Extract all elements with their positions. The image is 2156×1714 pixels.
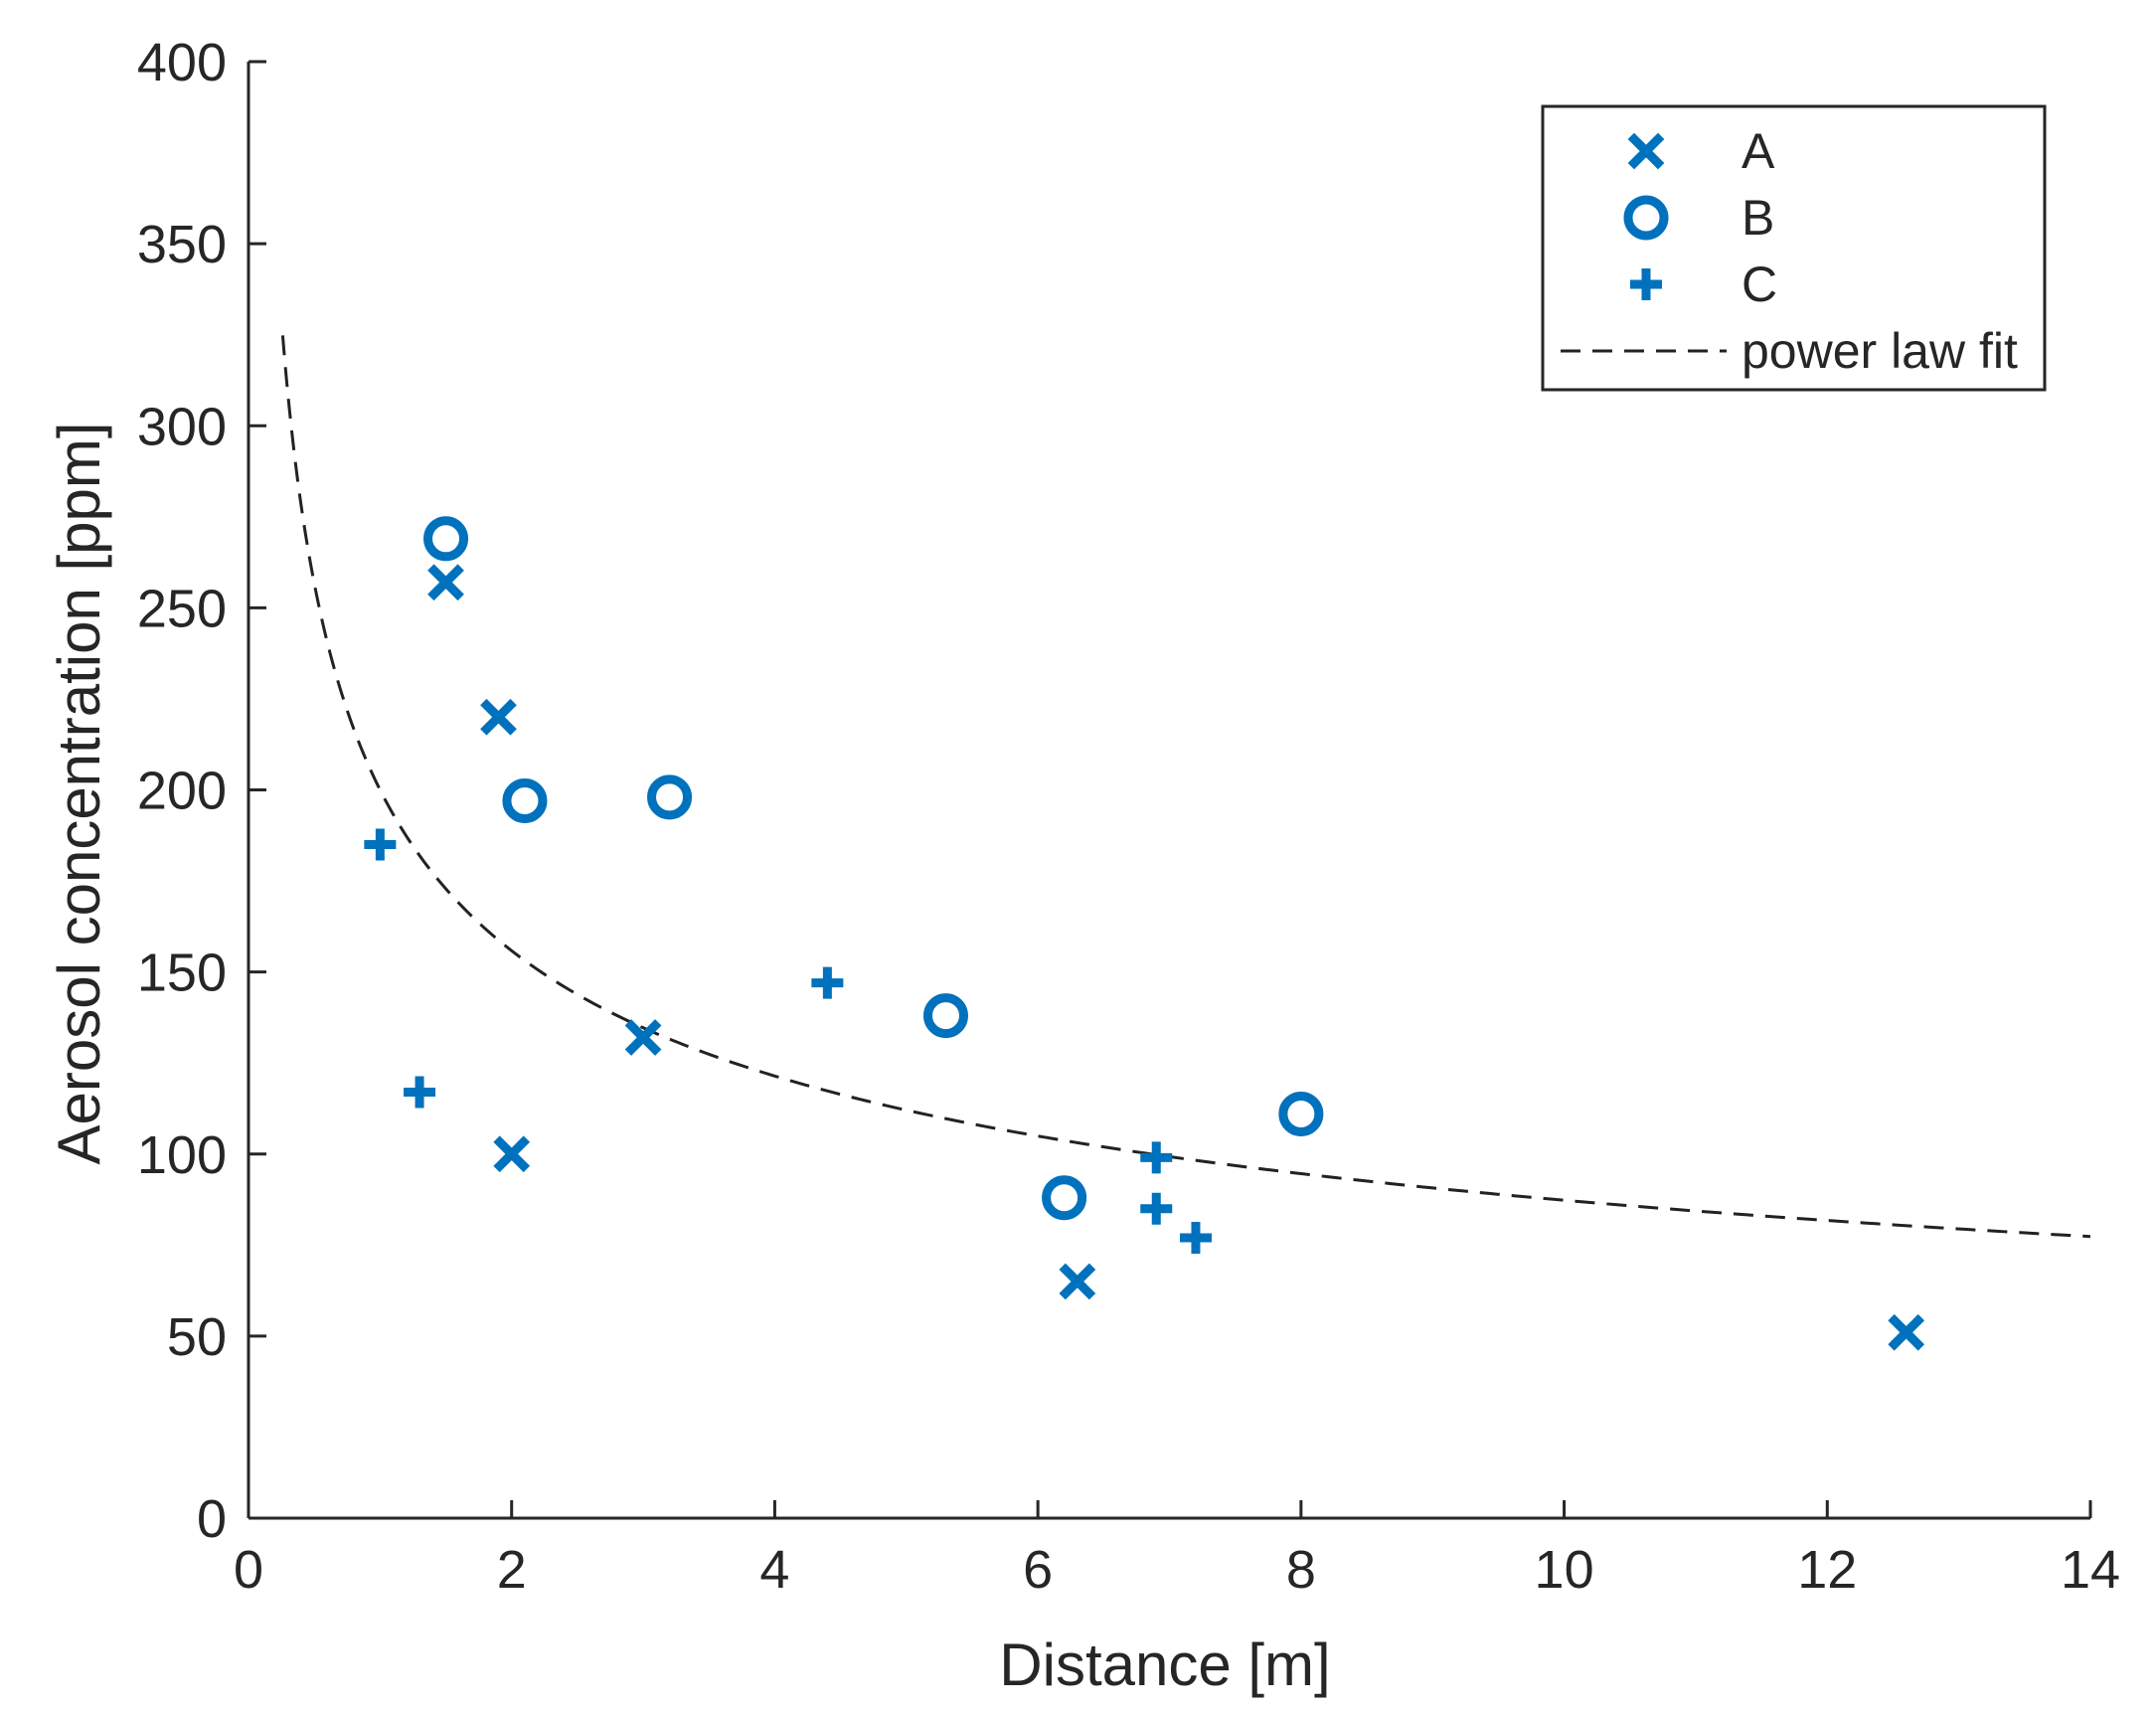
legend-label-c: C	[1741, 257, 1777, 312]
data-points	[364, 516, 1925, 1351]
x-tick-label: 0	[234, 1540, 263, 1600]
data-point-series-a	[480, 698, 517, 736]
data-point-series-b	[1042, 1175, 1087, 1221]
y-tick-label: 300	[137, 397, 227, 456]
data-point-series-c	[364, 828, 397, 861]
data-point-series-c	[1140, 1141, 1173, 1174]
data-point-series-a	[1059, 1263, 1096, 1300]
y-tick-label: 100	[137, 1125, 227, 1185]
data-point-series-b	[647, 774, 693, 820]
legend-swatch-b	[1623, 195, 1669, 241]
y-tick-label: 400	[137, 33, 227, 92]
y-tick-label: 250	[137, 579, 227, 638]
x-tick-label: 2	[497, 1540, 527, 1600]
data-point-series-a	[1888, 1313, 1925, 1351]
data-point-series-a	[624, 1019, 662, 1056]
power-law-fit-curve	[280, 335, 2091, 1239]
y-tick-label: 0	[197, 1489, 227, 1549]
data-point-series-a	[427, 564, 464, 601]
legend-box	[1541, 104, 2047, 392]
data-point-series-b	[423, 516, 469, 562]
legend-label-a: A	[1741, 123, 1775, 179]
x-tick-label: 4	[759, 1540, 789, 1600]
legend-swatch-c	[1630, 268, 1662, 300]
data-point-series-c	[1140, 1192, 1173, 1225]
y-tick-label: 50	[167, 1307, 227, 1367]
y-tick-label: 350	[137, 215, 227, 274]
legend-swatch-a	[1627, 132, 1665, 170]
data-point-series-a	[493, 1135, 531, 1173]
y-axis-label: Aerosol concentration [ppm]	[46, 422, 112, 1164]
legend-label-power-law-fit: power law fit	[1741, 323, 2018, 379]
data-point-series-b	[1278, 1091, 1324, 1136]
data-point-series-b	[922, 993, 968, 1039]
legend-label-b: B	[1741, 190, 1774, 246]
y-tick-label: 200	[137, 762, 227, 821]
x-axis-label: Distance [m]	[999, 1631, 1330, 1698]
data-point-series-b	[502, 777, 548, 823]
x-tick-label: 8	[1286, 1540, 1316, 1600]
data-point-series-c	[1179, 1221, 1212, 1254]
data-point-series-c	[404, 1076, 436, 1109]
x-tick-label: 6	[1023, 1540, 1053, 1600]
x-tick-label: 10	[1535, 1540, 1594, 1600]
x-tick-label: 14	[2061, 1540, 2120, 1600]
fit-curve-group	[280, 335, 2091, 1239]
x-tick-label: 12	[1797, 1540, 1857, 1600]
data-point-series-c	[811, 966, 844, 999]
y-tick-label: 150	[137, 943, 227, 1003]
axes: 0 50 100 150 200 250 300 350 400 0 2 4 6 8 10 12 14	[137, 33, 2120, 1600]
